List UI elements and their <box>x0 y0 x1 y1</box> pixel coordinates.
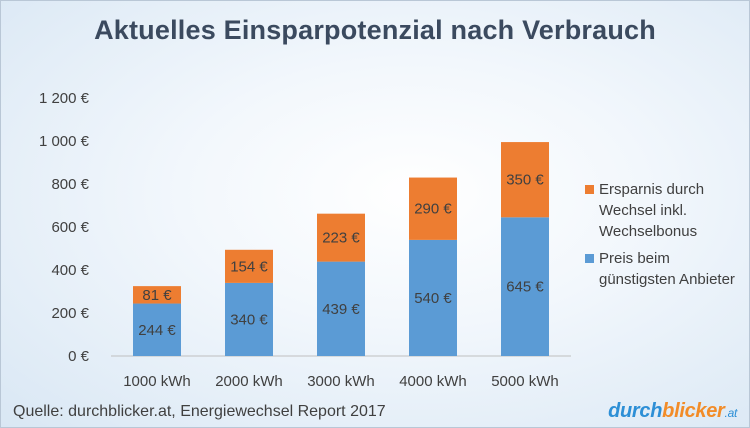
data-label: 540 € <box>414 290 452 307</box>
data-label: 154 € <box>230 258 268 275</box>
data-label: 244 € <box>138 322 176 339</box>
source-note: Quelle: durchblicker.at, Energiewechsel … <box>13 403 386 420</box>
y-tick-label: 200 € <box>51 305 89 322</box>
y-tick-label: 0 € <box>68 348 90 365</box>
data-label: 439 € <box>322 301 360 318</box>
bar-segment <box>317 261 365 356</box>
y-tick-label: 400 € <box>51 262 89 279</box>
bar-segment <box>133 286 181 304</box>
legend-item-price: Preis beim günstigsten Anbieter <box>585 248 745 290</box>
brand-part-3: .at <box>724 406 738 420</box>
data-label: 223 € <box>322 230 360 247</box>
data-label: 290 € <box>414 201 452 218</box>
brand-part-1: durch <box>608 400 663 422</box>
bar-segment <box>409 239 457 356</box>
y-tick-label: 1 200 € <box>39 90 90 107</box>
bar-segment <box>317 213 365 262</box>
legend: Ersparnis durch Wechsel inkl. Wechselbon… <box>585 179 745 296</box>
bar-segment <box>501 217 549 356</box>
bar-segment <box>225 249 273 283</box>
x-tick-label: 4000 kWh <box>399 373 467 390</box>
data-label: 81 € <box>142 287 172 304</box>
bar-segment <box>409 177 457 240</box>
chart-title: Aktuelles Einsparpotenzial nach Verbrauc… <box>94 15 656 45</box>
legend-label-savings: Ersparnis durch Wechsel inkl. Wechselbon… <box>599 181 705 240</box>
x-tick-label: 3000 kWh <box>307 373 375 390</box>
bar-segment <box>225 282 273 356</box>
data-label: 645 € <box>506 279 544 296</box>
y-tick-label: 600 € <box>51 219 89 236</box>
brand-part-2: blicker <box>662 400 725 422</box>
data-label: 340 € <box>230 311 268 328</box>
x-tick-label: 5000 kWh <box>491 373 559 390</box>
legend-swatch-savings <box>585 185 594 194</box>
bar-segment <box>133 303 181 356</box>
x-tick-label: 2000 kWh <box>215 373 283 390</box>
legend-label-price: Preis beim günstigsten Anbieter <box>599 250 735 288</box>
legend-swatch-price <box>585 254 594 263</box>
data-label: 350 € <box>506 172 544 189</box>
legend-item-savings: Ersparnis durch Wechsel inkl. Wechselbon… <box>585 179 745 242</box>
y-tick-label: 1 000 € <box>39 133 90 150</box>
y-tick-label: 800 € <box>51 176 89 193</box>
brand-logo: durchblicker.at <box>608 400 737 423</box>
bar-segment <box>501 142 549 218</box>
x-tick-label: 1000 kWh <box>123 373 191 390</box>
